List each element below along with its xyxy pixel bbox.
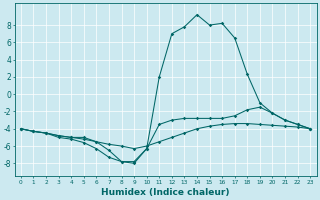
X-axis label: Humidex (Indice chaleur): Humidex (Indice chaleur) — [101, 188, 230, 197]
